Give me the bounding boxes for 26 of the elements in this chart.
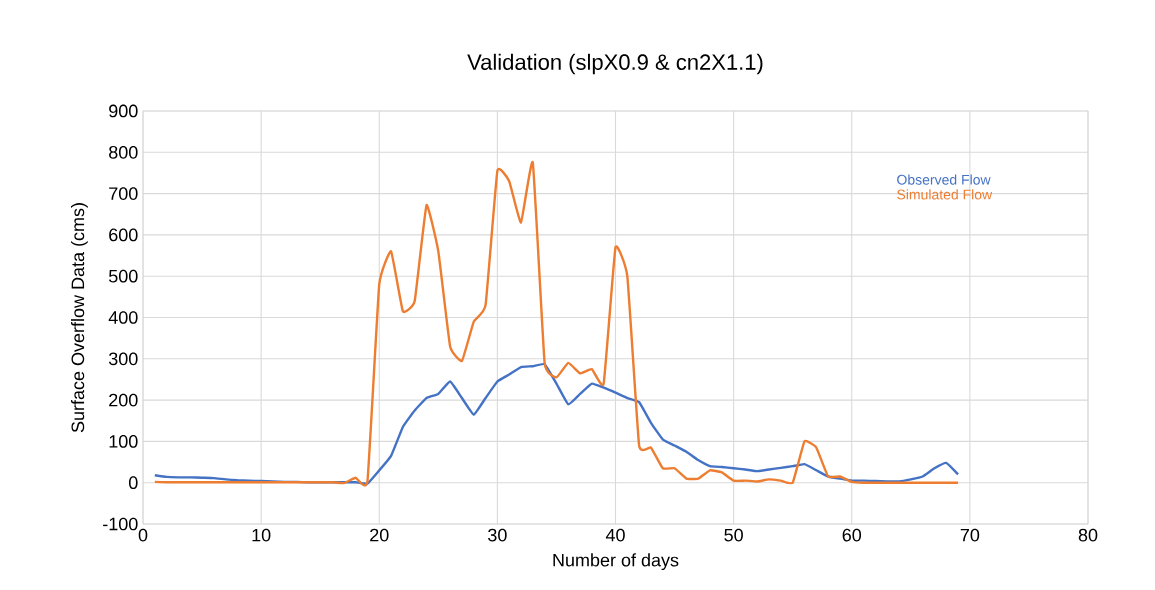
y-tick-label: 300 bbox=[108, 352, 138, 366]
x-tick-label: 70 bbox=[960, 528, 980, 542]
y-tick-label: 600 bbox=[109, 228, 138, 242]
text: Simulated Flow bbox=[897, 189, 993, 200]
y-tick-label: 700 bbox=[109, 187, 138, 200]
y-tick-label: 400 bbox=[108, 311, 138, 324]
x-tick-label: 60 bbox=[842, 528, 862, 542]
x-tick-label: 10 bbox=[252, 528, 271, 542]
x-tick-label: 80 bbox=[1078, 528, 1098, 542]
x-tick-label: 20 bbox=[370, 528, 389, 542]
x-axis-title: Number of days bbox=[553, 553, 679, 571]
y-tick-label: 0 bbox=[129, 476, 138, 490]
x-tick-label: 50 bbox=[724, 528, 743, 542]
y-tick-label: 200 bbox=[109, 393, 138, 407]
x-tick-label: 30 bbox=[488, 528, 507, 542]
y-tick-label: 500 bbox=[108, 269, 138, 283]
line-series bbox=[153, 362, 960, 485]
text: Observed Flow bbox=[897, 174, 991, 185]
y-tick-label: 100 bbox=[109, 435, 138, 448]
y-axis-title: Surface Overflow Data (cms) bbox=[71, 203, 88, 433]
x-tick-label: 40 bbox=[605, 528, 625, 542]
chart-title: Validation (slpX0.9 & cn2X1.1) bbox=[467, 53, 763, 75]
y-tick-label: 800 bbox=[109, 145, 138, 159]
y-tick-label: 900 bbox=[109, 104, 138, 118]
y-tick-label: -100 bbox=[103, 517, 138, 531]
x-tick-label: 0 bbox=[138, 528, 148, 542]
